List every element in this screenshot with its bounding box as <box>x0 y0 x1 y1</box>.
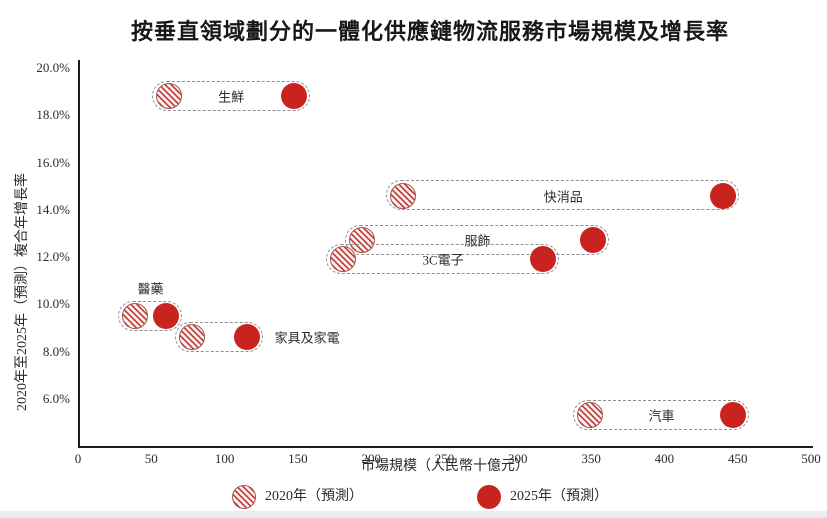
point-2020-hatched <box>155 83 182 110</box>
x-tick-label: 0 <box>74 451 82 466</box>
point-2025-solid <box>529 246 556 273</box>
y-tick-label: 8.0% <box>42 343 70 359</box>
x-axis-title: 市場規模（人民幣十億元） <box>361 459 529 474</box>
legend-solid-circle-icon <box>477 485 501 509</box>
group-label: 生鮮 <box>218 89 245 105</box>
y-tick-label: 14.0% <box>36 201 70 217</box>
group-label: 3C電子 <box>422 252 464 268</box>
group-label: 醫藥 <box>137 281 164 297</box>
x-tick-label: 350 <box>581 451 601 466</box>
legend-label: 2020年（預測） <box>265 489 363 504</box>
x-tick-label: 400 <box>654 451 675 466</box>
group-capsule-outline <box>118 300 182 331</box>
group-capsule-outline <box>175 321 263 352</box>
x-axis-line <box>78 446 813 448</box>
x-tick-label: 100 <box>214 451 235 466</box>
group-capsule-outline <box>345 224 609 255</box>
group-label: 快消品 <box>543 189 583 205</box>
point-2020-hatched <box>576 402 603 429</box>
page-bottom-edge <box>0 511 827 518</box>
point-2025-solid <box>280 83 307 110</box>
x-tick-label: 250 <box>434 451 455 466</box>
y-tick-label: 18.0% <box>36 107 70 123</box>
point-2020-hatched <box>179 324 206 351</box>
x-tick-label: 150 <box>288 451 308 466</box>
group-label: 汽車 <box>648 408 675 424</box>
point-2020-hatched <box>122 303 149 330</box>
point-2025-solid <box>579 227 606 254</box>
group-label: 服飾 <box>464 233 491 249</box>
x-tick-label: 50 <box>144 451 158 466</box>
point-2020-hatched <box>349 227 376 254</box>
x-tick-label: 450 <box>727 451 748 466</box>
y-tick-label: 12.0% <box>36 249 70 264</box>
group-capsule-outline <box>386 180 740 211</box>
point-2025-solid <box>720 402 747 429</box>
y-axis-line <box>78 60 80 447</box>
y-tick-label: 20.0% <box>36 60 70 75</box>
point-2020-hatched <box>330 246 357 273</box>
x-tick-label: 500 <box>801 451 821 466</box>
y-tick-label: 6.0% <box>42 390 70 406</box>
point-2025-solid <box>233 324 260 351</box>
y-tick-label: 10.0% <box>36 296 70 312</box>
point-2025-solid <box>152 303 179 330</box>
group-label: 家具及家電 <box>274 330 340 346</box>
point-2020-hatched <box>390 182 417 209</box>
legend-hatched-circle-icon <box>232 485 256 509</box>
point-2025-solid <box>710 182 737 209</box>
group-capsule-outline <box>151 80 310 111</box>
x-tick-label: 300 <box>508 451 528 466</box>
chart-title: 按垂直領域劃分的一體化供應鏈物流服務市場規模及增長率 <box>130 19 729 44</box>
x-tick-label: 200 <box>361 451 381 466</box>
group-capsule-outline <box>572 399 750 430</box>
y-tick-label: 16.0% <box>36 154 70 170</box>
legend-label: 2025年（預測） <box>510 489 608 504</box>
group-capsule-outline <box>326 243 559 274</box>
